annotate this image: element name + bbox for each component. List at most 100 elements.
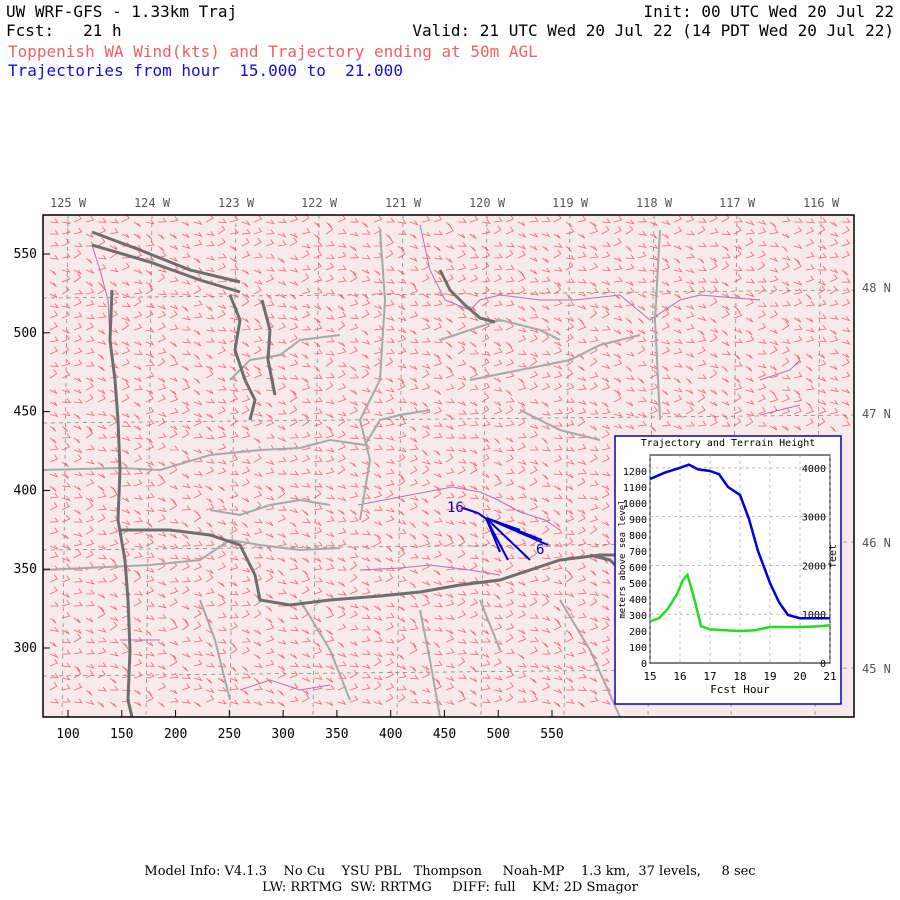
wind-barb [517, 465, 526, 475]
longitude-labels: 125 W 124 W 123 W 122 W 121 W 120 W 119 W 118 W… [50, 196, 840, 210]
wind-barb [73, 517, 83, 523]
wind-barb [769, 389, 777, 396]
wind-barb [577, 509, 586, 515]
wind-barb [637, 230, 647, 236]
wind-barb [97, 577, 107, 583]
wind-barb [493, 473, 501, 480]
wind-barb [613, 237, 622, 247]
wind-barb [373, 506, 383, 511]
wind-barb [313, 323, 323, 331]
wind-barb [553, 646, 563, 655]
wind-barb [697, 336, 707, 343]
wind-barb [829, 425, 837, 432]
wind-barb [361, 650, 371, 655]
wind-barb [145, 219, 155, 225]
wind-barb [541, 401, 549, 408]
wind-barb [458, 409, 467, 415]
wind-barb [841, 287, 851, 295]
wind-barb [553, 485, 562, 491]
wind-barb [325, 447, 335, 453]
wind-barb [217, 562, 226, 571]
wind-barb [529, 646, 538, 655]
wind-barb [73, 398, 83, 404]
wind-barb [289, 557, 298, 563]
wind-barb [421, 665, 430, 671]
wind-barb [673, 424, 683, 430]
wind-barb [469, 665, 477, 672]
wind-barb [301, 689, 310, 695]
wind-barb [349, 624, 359, 631]
wind-barb [493, 359, 503, 367]
wind-barb [145, 651, 155, 657]
wind-barb [253, 484, 263, 491]
wind-barb [109, 372, 119, 379]
wind-barb [469, 420, 479, 427]
wind-barb [673, 267, 683, 273]
wind-barb [145, 507, 155, 513]
wind-barb [469, 401, 478, 407]
wind-barb [529, 382, 538, 391]
wind-barb [337, 242, 347, 248]
wind-barb [817, 337, 827, 343]
wind-barb [589, 525, 598, 535]
wind-barb [133, 350, 143, 355]
inset-y-left-tick-label: 600 [629, 563, 647, 574]
wind-barb [733, 217, 743, 223]
wind-barb [157, 507, 167, 513]
wind-barb [61, 592, 71, 599]
wind-barb [397, 334, 407, 343]
wind-barb [685, 230, 695, 236]
wind-barb [145, 481, 155, 487]
wind-barb [637, 305, 646, 311]
wind-barb [217, 467, 227, 475]
wind-barb [469, 701, 477, 707]
x-tick-label: 150 [110, 727, 133, 742]
wind-barb [397, 316, 407, 322]
wind-barb [721, 421, 731, 427]
wind-barb [49, 627, 59, 632]
wind-barb [205, 370, 214, 379]
wind-barb [157, 322, 166, 331]
wind-barb [133, 442, 143, 451]
wind-barb [253, 389, 262, 395]
wind-barb [649, 406, 658, 415]
wind-barb [553, 675, 563, 681]
wind-barb [409, 300, 419, 307]
model-info-line1: Model Info: V4.1.3 No Cu YSU PBL Thompso… [144, 864, 756, 879]
wind-barb [217, 520, 227, 526]
wind-barb [793, 317, 802, 323]
wind-barb [73, 312, 83, 319]
wind-barb [109, 413, 117, 420]
wind-barb [241, 395, 251, 403]
wind-barb [385, 217, 395, 223]
wind-barb [385, 507, 395, 513]
wind-barb [85, 281, 94, 287]
wind-barb [229, 257, 238, 263]
wind-barb [181, 406, 190, 415]
wind-barb [109, 663, 119, 669]
wind-barb [445, 629, 454, 635]
wind-barb [541, 515, 551, 523]
wind-barb [265, 495, 275, 501]
wind-barb [457, 590, 467, 596]
inset-y-left-tick-label: 500 [629, 579, 647, 590]
wind-barb [325, 314, 335, 320]
wind-barb [565, 699, 575, 704]
longitude-label: 122 W [301, 196, 338, 210]
wind-barb [841, 250, 851, 259]
wind-barb [73, 539, 83, 547]
wind-barb [649, 425, 657, 432]
wind-barb [265, 300, 275, 307]
wind-barb [698, 277, 707, 283]
meridian-line [396, 214, 404, 718]
wind-barb [133, 454, 143, 463]
wind-barb [145, 371, 155, 379]
wind-barb [505, 358, 515, 367]
wind-barb [49, 454, 59, 463]
wind-barb [529, 305, 537, 312]
wind-barb [289, 334, 298, 343]
wind-barb [469, 349, 479, 355]
wind-barb [781, 262, 790, 271]
wind-barb [265, 418, 275, 427]
wind-barb [157, 442, 166, 451]
